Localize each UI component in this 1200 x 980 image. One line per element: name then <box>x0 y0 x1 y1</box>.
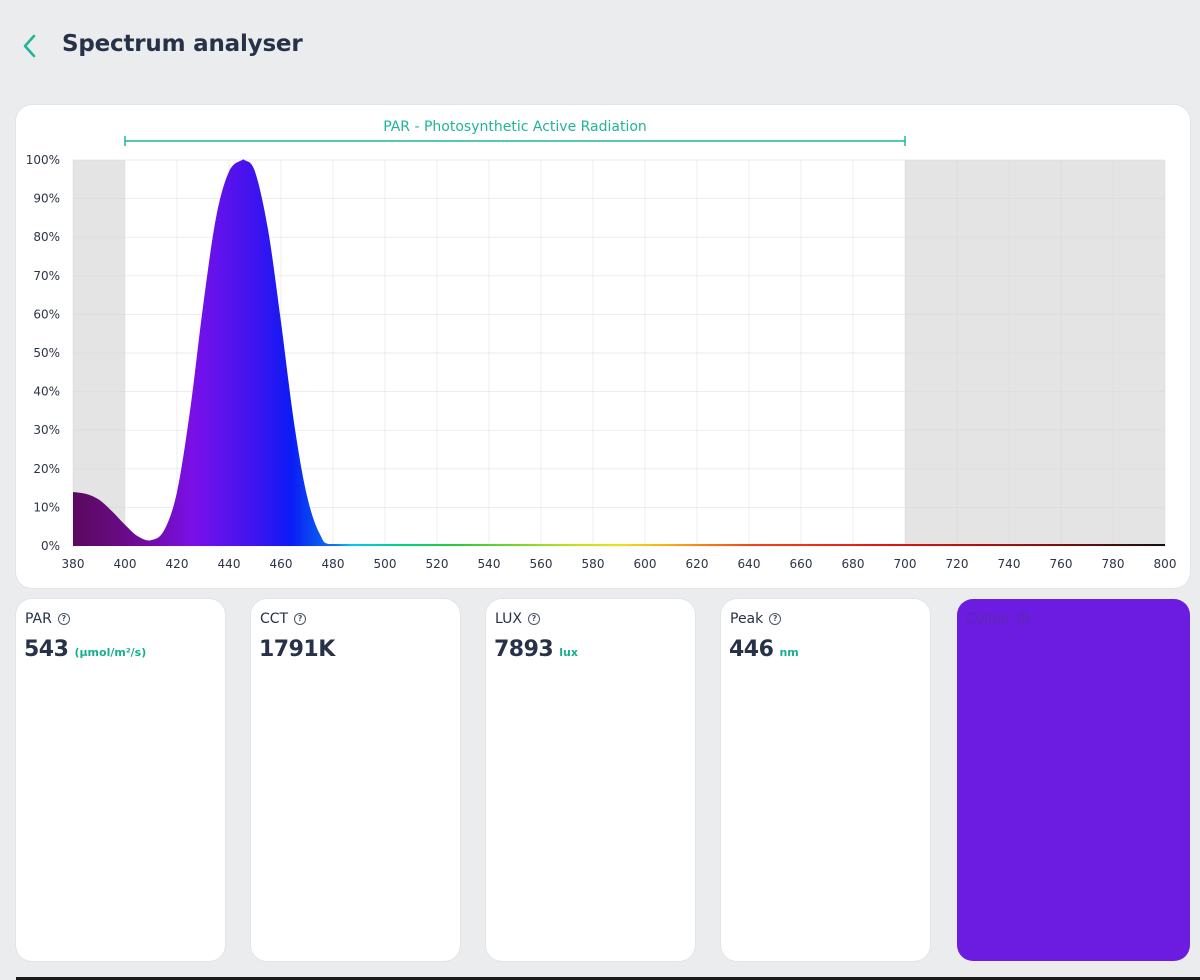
x-tick-label: 420 <box>166 557 189 571</box>
spectrum-chart: 0% 10% 20% 30% 40% 50% 60% 70% 80% 90% 100% 380 400 4… <box>26 119 1177 571</box>
x-tick-label: 800 <box>1154 557 1177 571</box>
x-tick-label: 580 <box>582 557 605 571</box>
lux-value: 7893 <box>494 637 554 662</box>
cct-card: CCT ? 1791K <box>251 599 460 961</box>
help-circle-icon[interactable]: ? <box>57 613 70 625</box>
par-card: PAR ? 543 (µmol/m²/s) <box>16 599 225 961</box>
peak-unit: nm <box>779 646 799 659</box>
y-tick-label: 60% <box>33 307 60 321</box>
spectrum-area <box>73 159 1165 546</box>
page-title: Spectrum analyser <box>62 31 303 57</box>
y-tick-label: 50% <box>33 346 60 360</box>
x-tick-label: 620 <box>686 557 709 571</box>
y-tick-label: 100% <box>26 153 60 167</box>
lux-label: LUX <box>495 611 522 627</box>
x-tick-label: 680 <box>842 557 865 571</box>
x-tick-label: 640 <box>738 557 761 571</box>
help-circle-icon[interactable]: ? <box>294 613 307 625</box>
x-tick-label: 440 <box>218 557 241 571</box>
x-tick-label: 540 <box>478 557 501 571</box>
par-unit: (µmol/m²/s) <box>74 646 147 659</box>
par-label: PAR <box>25 611 52 627</box>
x-tick-label: 500 <box>374 557 397 571</box>
peak-value: 446 <box>729 637 774 662</box>
y-tick-label: 0% <box>41 539 60 553</box>
cct-label: CCT <box>260 611 289 627</box>
bottom-divider <box>16 977 1200 980</box>
cct-value: 1791K <box>259 637 335 662</box>
help-circle-icon[interactable]: ? <box>1017 613 1030 625</box>
x-tick-label: 400 <box>114 557 137 571</box>
y-tick-label: 30% <box>33 423 60 437</box>
y-tick-label: 40% <box>33 385 60 399</box>
back-button[interactable] <box>14 30 46 62</box>
x-tick-label: 600 <box>634 557 657 571</box>
x-tick-label: 520 <box>426 557 449 571</box>
x-tick-label: 720 <box>946 557 969 571</box>
par-value: 543 <box>24 637 69 662</box>
par-band-label: PAR - Photosynthetic Active Radiation <box>383 119 647 135</box>
peak-card: Peak ? 446 nm <box>721 599 930 961</box>
x-tick-label: 480 <box>322 557 345 571</box>
help-circle-icon[interactable]: ? <box>769 613 782 625</box>
x-tick-label: 700 <box>894 557 917 571</box>
x-tick-label: 660 <box>790 557 813 571</box>
spectrum-chart-card: 0% 10% 20% 30% 40% 50% 60% 70% 80% 90% 100% 380 400 4… <box>16 105 1190 588</box>
help-circle-icon[interactable]: ? <box>527 613 540 625</box>
chevron-left-icon <box>23 34 36 58</box>
x-tick-label: 460 <box>270 557 293 571</box>
lux-unit: lux <box>559 646 578 659</box>
y-tick-label: 10% <box>33 500 60 514</box>
lux-card: LUX ? 7893 lux <box>486 599 695 961</box>
y-tick-label: 80% <box>33 230 60 244</box>
x-tick-label: 560 <box>530 557 553 571</box>
x-tick-label: 760 <box>1050 557 1073 571</box>
x-tick-label: 780 <box>1102 557 1125 571</box>
colour-card: Colour ? <box>957 599 1190 961</box>
x-tick-label: 380 <box>62 557 85 571</box>
y-tick-label: 90% <box>33 192 60 206</box>
peak-label: Peak <box>730 611 764 627</box>
colour-label: Colour <box>966 611 1012 627</box>
header: Spectrum analyser <box>0 0 1200 92</box>
y-tick-label: 20% <box>33 462 60 476</box>
x-tick-label: 740 <box>998 557 1021 571</box>
y-tick-label: 70% <box>33 269 60 283</box>
